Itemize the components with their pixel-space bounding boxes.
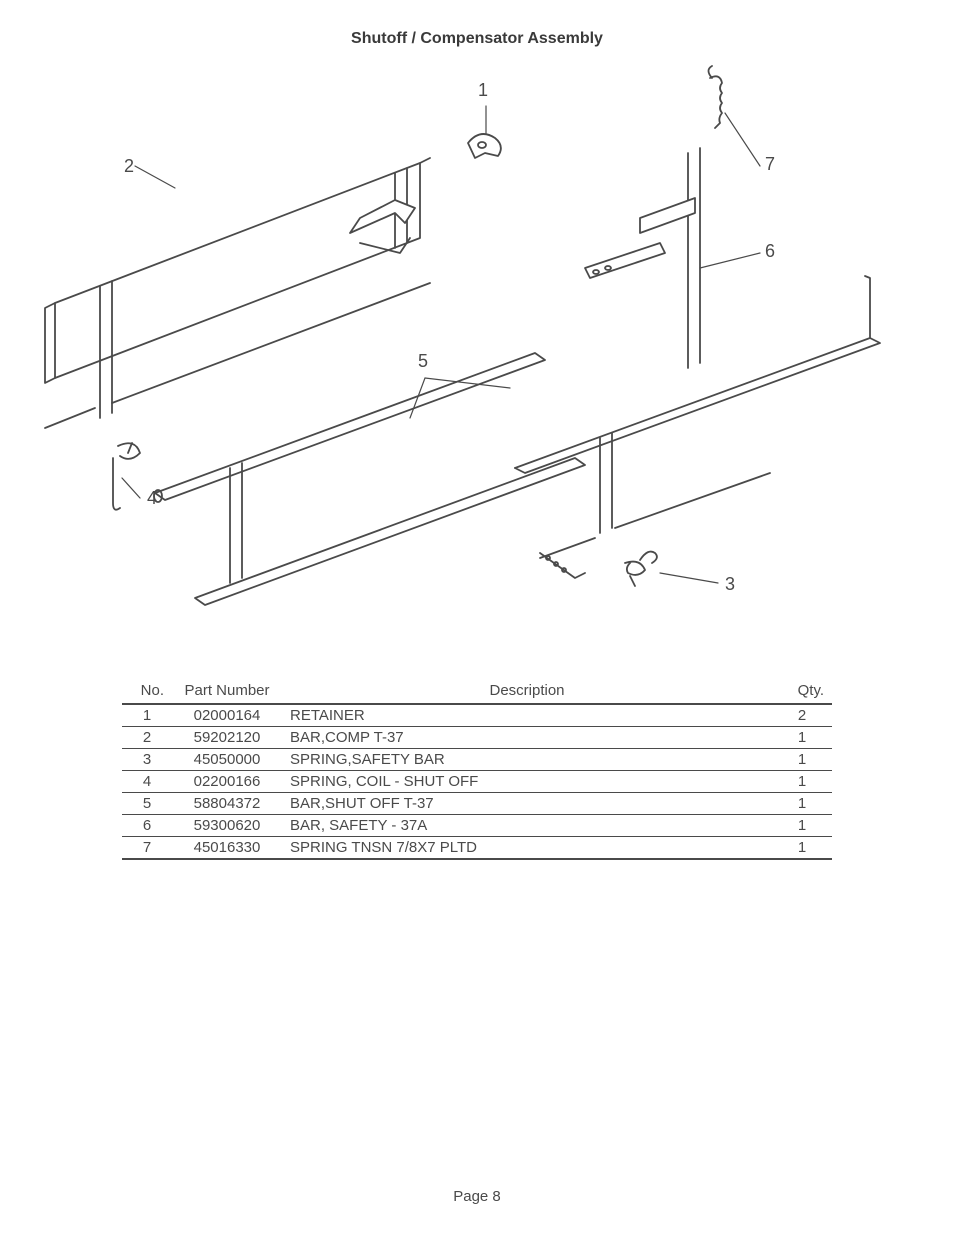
part-7-tension-spring	[709, 66, 723, 128]
cell-no: 6	[122, 815, 172, 837]
assembly-diagram: 1 2 3 4 5 6 7	[0, 58, 954, 638]
cell-pn: 58804372	[172, 793, 282, 815]
parts-table: No. Part Number Description Qty. 1 02000…	[122, 678, 832, 860]
part-1-retainer	[468, 134, 501, 158]
table-row: 7 45016330 SPRING TNSN 7/8X7 PLTD 1	[122, 837, 832, 860]
cell-desc: BAR,COMP T-37	[282, 727, 772, 749]
table-row: 4 02200166 SPRING, COIL - SHUT OFF 1	[122, 771, 832, 793]
cell-qty: 1	[772, 837, 832, 860]
col-header-part-number: Part Number	[172, 678, 282, 704]
callout-7: 7	[765, 154, 775, 175]
table-row: 5 58804372 BAR,SHUT OFF T-37 1	[122, 793, 832, 815]
cell-pn: 59202120	[172, 727, 282, 749]
table-row: 3 45050000 SPRING,SAFETY BAR 1	[122, 749, 832, 771]
callout-4: 4	[147, 488, 157, 509]
cell-qty: 2	[772, 704, 832, 727]
cell-qty: 1	[772, 749, 832, 771]
cell-qty: 1	[772, 815, 832, 837]
table-row: 1 02000164 RETAINER 2	[122, 704, 832, 727]
cell-pn: 02200166	[172, 771, 282, 793]
cell-qty: 1	[772, 771, 832, 793]
col-header-qty: Qty.	[772, 678, 832, 704]
part-6-safety-bar	[515, 148, 880, 578]
part-5-shutoff-bar	[154, 353, 585, 605]
cell-qty: 1	[772, 727, 832, 749]
diagram-svg	[0, 58, 954, 638]
cell-desc: RETAINER	[282, 704, 772, 727]
cell-pn: 45016330	[172, 837, 282, 860]
col-header-description: Description	[282, 678, 772, 704]
cell-qty: 1	[772, 793, 832, 815]
table-header-row: No. Part Number Description Qty.	[122, 678, 832, 704]
cell-desc: BAR, SAFETY - 37A	[282, 815, 772, 837]
callout-3: 3	[725, 574, 735, 595]
cell-no: 5	[122, 793, 172, 815]
cell-no: 7	[122, 837, 172, 860]
callout-5: 5	[418, 351, 428, 372]
cell-desc: SPRING TNSN 7/8X7 PLTD	[282, 837, 772, 860]
table-row: 2 59202120 BAR,COMP T-37 1	[122, 727, 832, 749]
callout-2: 2	[124, 156, 134, 177]
cell-no: 1	[122, 704, 172, 727]
part-4-coil-spring	[113, 443, 140, 510]
cell-no: 4	[122, 771, 172, 793]
cell-pn: 02000164	[172, 704, 282, 727]
callout-1: 1	[478, 80, 488, 101]
table-row: 6 59300620 BAR, SAFETY - 37A 1	[122, 815, 832, 837]
cell-pn: 45050000	[172, 749, 282, 771]
callout-6: 6	[765, 241, 775, 262]
cell-desc: SPRING, COIL - SHUT OFF	[282, 771, 772, 793]
col-header-no: No.	[122, 678, 172, 704]
part-2-comp-bar	[45, 158, 430, 428]
page-title: Shutoff / Compensator Assembly	[0, 0, 954, 48]
cell-desc: BAR,SHUT OFF T-37	[282, 793, 772, 815]
part-3-safety-spring	[625, 552, 657, 586]
cell-pn: 59300620	[172, 815, 282, 837]
page-number: Page 8	[0, 1188, 954, 1205]
cell-no: 3	[122, 749, 172, 771]
cell-no: 2	[122, 727, 172, 749]
cell-desc: SPRING,SAFETY BAR	[282, 749, 772, 771]
